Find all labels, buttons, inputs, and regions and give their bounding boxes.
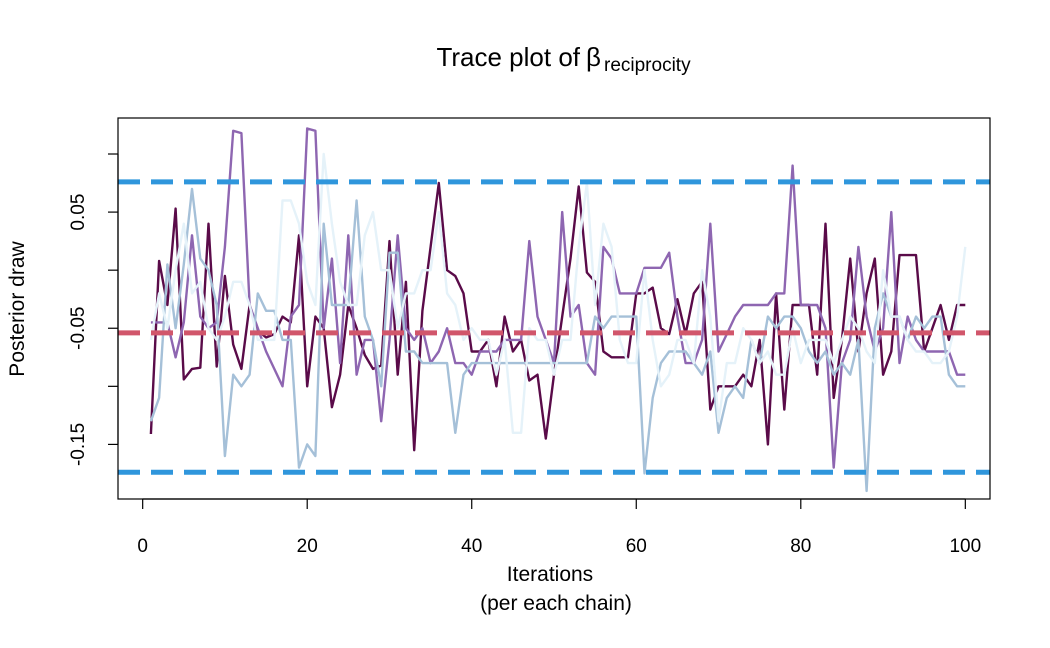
y-tick-label: -0.05 xyxy=(68,307,89,350)
y-tick-label: -0.15 xyxy=(68,423,89,466)
chart-title-subscript: reciprocity xyxy=(604,55,691,76)
series-line-chain-1 xyxy=(149,181,966,452)
reference-lines-layer xyxy=(118,179,990,475)
x-tick-label: 20 xyxy=(297,536,318,557)
chart-title: Trace plot of β reciprocity xyxy=(436,42,691,76)
y-tick-label: 0.05 xyxy=(68,194,89,231)
chart-title-beta-symbol: β xyxy=(586,42,601,72)
series-layer xyxy=(149,127,967,493)
x-axis-sublabel: (per each chain) xyxy=(480,592,632,615)
x-tick-label: 80 xyxy=(790,536,811,557)
y-axis: -0.15 -0.05 0.05 xyxy=(68,153,119,466)
y-axis-label: Posterior draw xyxy=(6,240,29,376)
series-line-chain-4 xyxy=(149,152,967,434)
x-tick-label: 100 xyxy=(949,536,981,557)
x-axis: 0 20 40 60 80 100 xyxy=(137,498,981,557)
x-tick-label: 60 xyxy=(626,536,647,557)
x-tick-label: 0 xyxy=(137,536,148,557)
series-line-chain-3 xyxy=(149,187,966,493)
x-axis-label: Iterations xyxy=(507,563,593,586)
series-line-chain-2 xyxy=(150,127,966,469)
x-tick-label: 40 xyxy=(461,536,482,557)
chart-title-text: Trace plot of xyxy=(436,42,580,72)
